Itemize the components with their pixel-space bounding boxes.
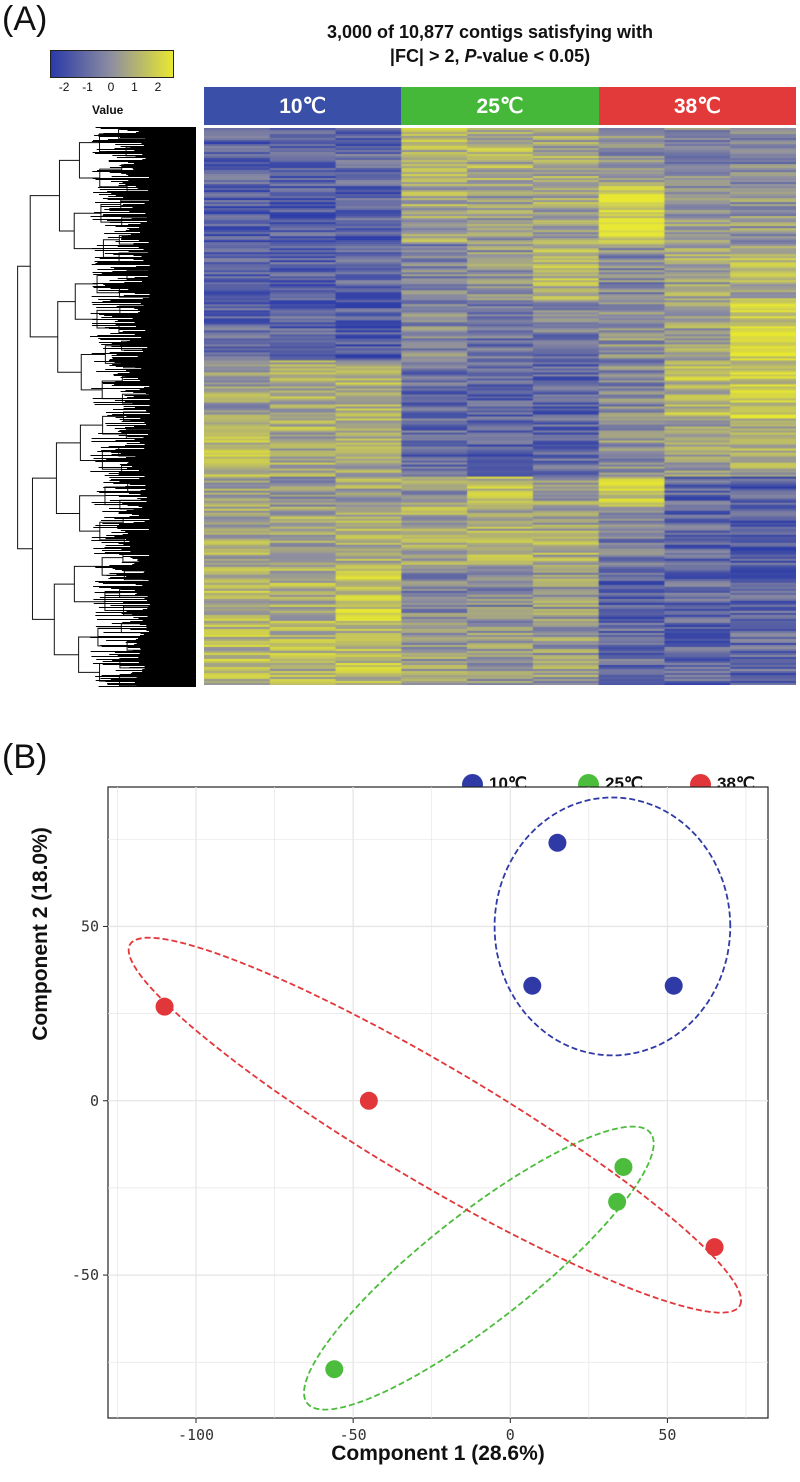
row-dendrogram xyxy=(17,127,196,687)
plot-area xyxy=(107,786,769,1419)
group-header: 38℃ xyxy=(598,87,796,125)
colorbar-tick: -2 xyxy=(58,80,70,94)
group-header: 25℃ xyxy=(401,87,599,125)
panel-a-label: (A) xyxy=(2,0,48,38)
scatter-point xyxy=(548,833,567,852)
y-tick-label: 0 xyxy=(90,1092,99,1110)
heatmap-grid xyxy=(204,128,796,685)
heatmap-title-line2-suffix: -value < 0.05) xyxy=(476,46,591,66)
group-header: 10℃ xyxy=(204,87,402,125)
scatter-point xyxy=(608,1192,627,1211)
x-axis-title: Component 1 (28.6%) xyxy=(331,1442,545,1465)
colorbar-tick: 0 xyxy=(107,80,115,94)
y-axis-title: Component 2 (18.0%) xyxy=(29,827,52,1041)
x-tick-label: -50 xyxy=(340,1426,367,1444)
x-tick-label: 50 xyxy=(658,1426,676,1444)
heatmap-title-line1: 3,000 of 10,877 contigs satisfying with xyxy=(326,22,654,42)
scatter-point xyxy=(523,976,542,995)
confidence-ellipse xyxy=(127,936,743,1314)
heatmap-title-line2: |FC| > 2, P-value < 0.05) xyxy=(230,44,750,68)
panel-b-label: (B) xyxy=(2,738,48,776)
confidence-ellipse xyxy=(303,1125,655,1411)
colorbar-tick: 1 xyxy=(131,80,138,94)
scatter-point xyxy=(664,976,683,995)
x-tick-label: 0 xyxy=(506,1426,515,1444)
colorbar-label: Value xyxy=(92,103,124,117)
colorbar-tick: 2 xyxy=(154,80,162,94)
scatter-point xyxy=(155,997,174,1016)
scatter-point xyxy=(359,1091,378,1110)
confidence-ellipse xyxy=(493,796,732,1057)
x-tick-label: -100 xyxy=(178,1426,214,1444)
heatmap-title-line2-prefix: |FC| > 2, xyxy=(389,46,465,66)
y-tick-label: -50 xyxy=(72,1266,99,1284)
scatter-point xyxy=(705,1238,724,1257)
y-tick-label: 50 xyxy=(81,917,99,935)
colorbar-tick: -1 xyxy=(82,80,93,94)
colorbar-gradient xyxy=(50,50,174,78)
scatter-point xyxy=(614,1157,633,1176)
heatmap-title: 3,000 of 10,877 contigs satisfying with … xyxy=(230,20,750,68)
heatmap-title-line2-italic: P xyxy=(464,46,477,66)
scatter-point xyxy=(325,1360,344,1379)
